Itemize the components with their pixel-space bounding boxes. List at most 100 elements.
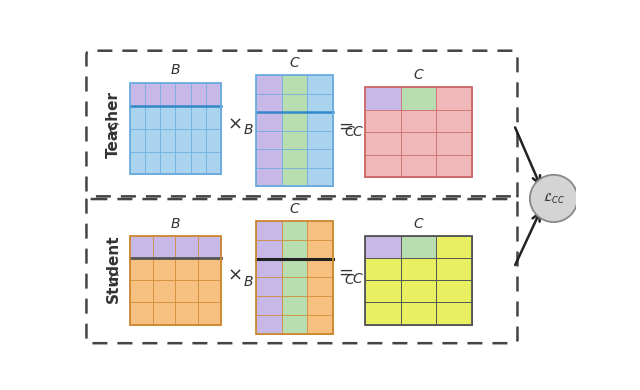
Bar [436, 258, 472, 280]
Bar [256, 75, 333, 186]
Bar [129, 236, 221, 324]
Text: $B$: $B$ [243, 123, 254, 137]
Bar [365, 236, 401, 258]
Bar [307, 168, 333, 186]
Bar [256, 240, 282, 259]
Text: $C$: $C$ [344, 126, 355, 139]
Bar [256, 149, 282, 168]
Bar [307, 221, 333, 240]
Bar [129, 258, 152, 280]
Bar [365, 87, 401, 110]
Bar [152, 258, 175, 280]
Bar [365, 132, 401, 155]
Bar [282, 259, 307, 277]
Bar [145, 83, 160, 106]
Bar [307, 277, 333, 296]
Bar [401, 87, 436, 110]
Bar [129, 129, 145, 152]
Bar [307, 296, 333, 315]
Bar [365, 87, 472, 177]
Bar [401, 236, 436, 258]
Bar [436, 155, 472, 177]
Bar [365, 258, 401, 280]
Bar [307, 149, 333, 168]
Bar [282, 277, 307, 296]
Bar [282, 149, 307, 168]
Bar [198, 236, 221, 258]
Bar [129, 236, 152, 258]
Bar [160, 152, 175, 174]
Bar [256, 221, 333, 333]
Bar [365, 280, 401, 302]
Bar [198, 258, 221, 280]
Bar [282, 240, 307, 259]
Bar [160, 83, 175, 106]
Bar [206, 152, 221, 174]
Text: Student: Student [106, 235, 121, 303]
Text: $B$: $B$ [170, 64, 181, 78]
Text: $C$: $C$ [289, 56, 300, 70]
Bar [129, 152, 145, 174]
Bar [307, 240, 333, 259]
Bar [401, 110, 436, 132]
Bar [307, 75, 333, 94]
Bar [365, 155, 401, 177]
Bar [282, 131, 307, 149]
Bar [129, 83, 221, 174]
Bar [160, 106, 175, 129]
Bar [436, 280, 472, 302]
Bar [282, 94, 307, 112]
Bar [282, 168, 307, 186]
Bar [129, 302, 152, 324]
Bar [256, 259, 282, 277]
Bar [206, 129, 221, 152]
Bar [282, 75, 307, 94]
Bar [206, 83, 221, 106]
Bar [175, 106, 191, 129]
Text: ×: × [228, 267, 243, 285]
Bar [401, 155, 436, 177]
Text: ×: × [228, 115, 243, 133]
Bar [401, 302, 436, 324]
Bar [256, 168, 282, 186]
Bar [191, 152, 206, 174]
Bar [198, 302, 221, 324]
Bar [191, 129, 206, 152]
Bar [191, 106, 206, 129]
Bar [145, 106, 160, 129]
Bar [401, 280, 436, 302]
Bar [256, 315, 282, 333]
Text: $C$: $C$ [352, 126, 364, 139]
Bar [401, 258, 436, 280]
Text: Teacher: Teacher [106, 91, 121, 158]
Bar [129, 83, 145, 106]
Bar [365, 236, 472, 324]
Text: =: = [338, 117, 353, 135]
Bar [307, 315, 333, 333]
Bar [152, 302, 175, 324]
Bar [436, 302, 472, 324]
Bar [282, 296, 307, 315]
Bar [436, 87, 472, 110]
Bar [436, 236, 472, 258]
Bar [256, 112, 282, 131]
Bar [282, 112, 307, 131]
Bar [256, 131, 282, 149]
Bar [145, 152, 160, 174]
Bar [307, 131, 333, 149]
Ellipse shape [530, 175, 577, 222]
Bar [191, 83, 206, 106]
Bar [307, 94, 333, 112]
Bar [175, 129, 191, 152]
Bar [365, 110, 401, 132]
Bar [256, 296, 282, 315]
Bar [175, 280, 198, 302]
Text: $C$: $C$ [108, 122, 120, 136]
Bar [160, 129, 175, 152]
Bar [307, 259, 333, 277]
Bar [145, 129, 160, 152]
Text: $\mathcal{L}_{CC}$: $\mathcal{L}_{CC}$ [543, 191, 564, 206]
Text: $B$: $B$ [243, 275, 254, 289]
Bar [152, 236, 175, 258]
Text: $C$: $C$ [352, 272, 364, 286]
